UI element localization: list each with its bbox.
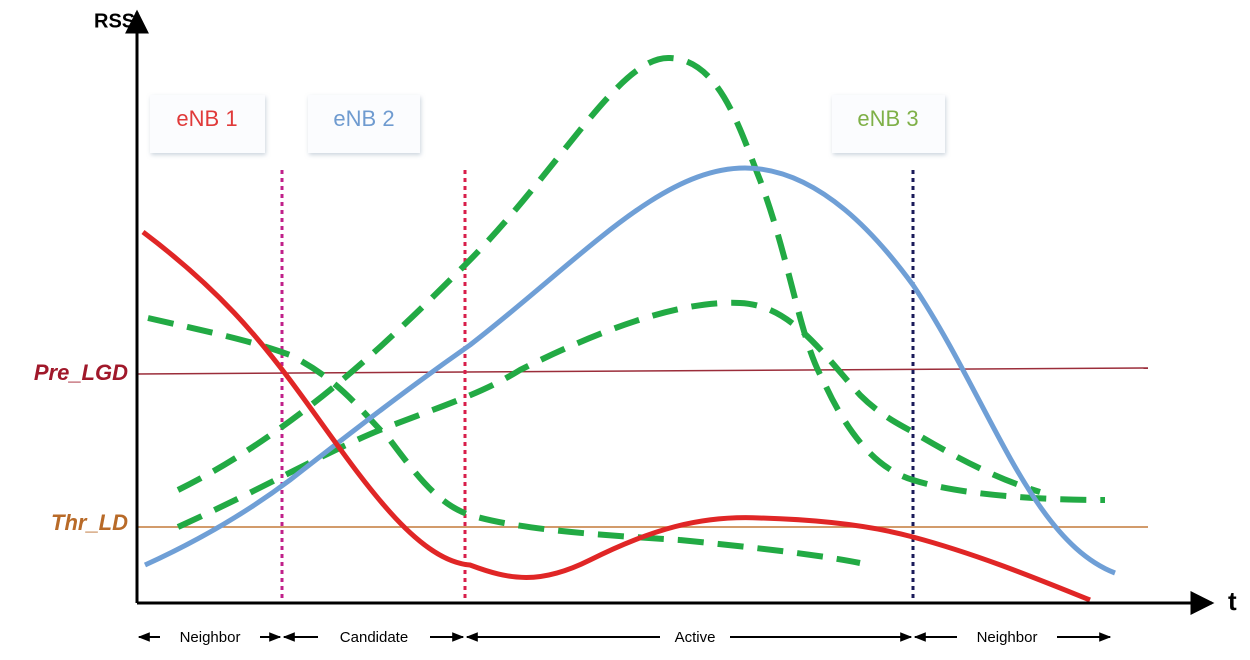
station-label: eNB 1: [176, 106, 237, 131]
phase-label: Candidate: [340, 629, 408, 646]
rss-curve-enb1: [141, 230, 1091, 603]
station-box: [308, 95, 420, 153]
phase-arrows: Neighbor Candidate Active Neighbor: [137, 627, 1112, 647]
threshold-line: [136, 367, 1149, 375]
phase-label: Neighbor: [180, 629, 241, 646]
phase-label-bg: [318, 627, 430, 647]
station-boxes: eNB 1 eNB 2 eNB 3: [150, 95, 945, 153]
threshold-label: Thr_LD: [51, 510, 128, 535]
station-label: eNB 3: [857, 106, 918, 131]
phase-label: Neighbor: [977, 629, 1038, 646]
y-axis-label: RSS: [94, 10, 135, 32]
phase-label: Active: [675, 629, 716, 646]
station-label: eNB 2: [333, 106, 394, 131]
phase-label-bg: [957, 627, 1057, 647]
rss-curve-dashed: [147, 315, 861, 566]
phase-label-bg: [160, 627, 260, 647]
phase-label-bg: [660, 627, 730, 647]
station-box: [150, 95, 265, 153]
rss-curve-enb2: [143, 165, 1116, 576]
threshold-label: Pre_LGD: [34, 360, 128, 385]
station-box: [832, 95, 945, 153]
rss-curve-dashed: [176, 299, 1041, 530]
rss-curve-dashed: [176, 54, 1106, 503]
x-axis-label: t: [1228, 586, 1237, 616]
